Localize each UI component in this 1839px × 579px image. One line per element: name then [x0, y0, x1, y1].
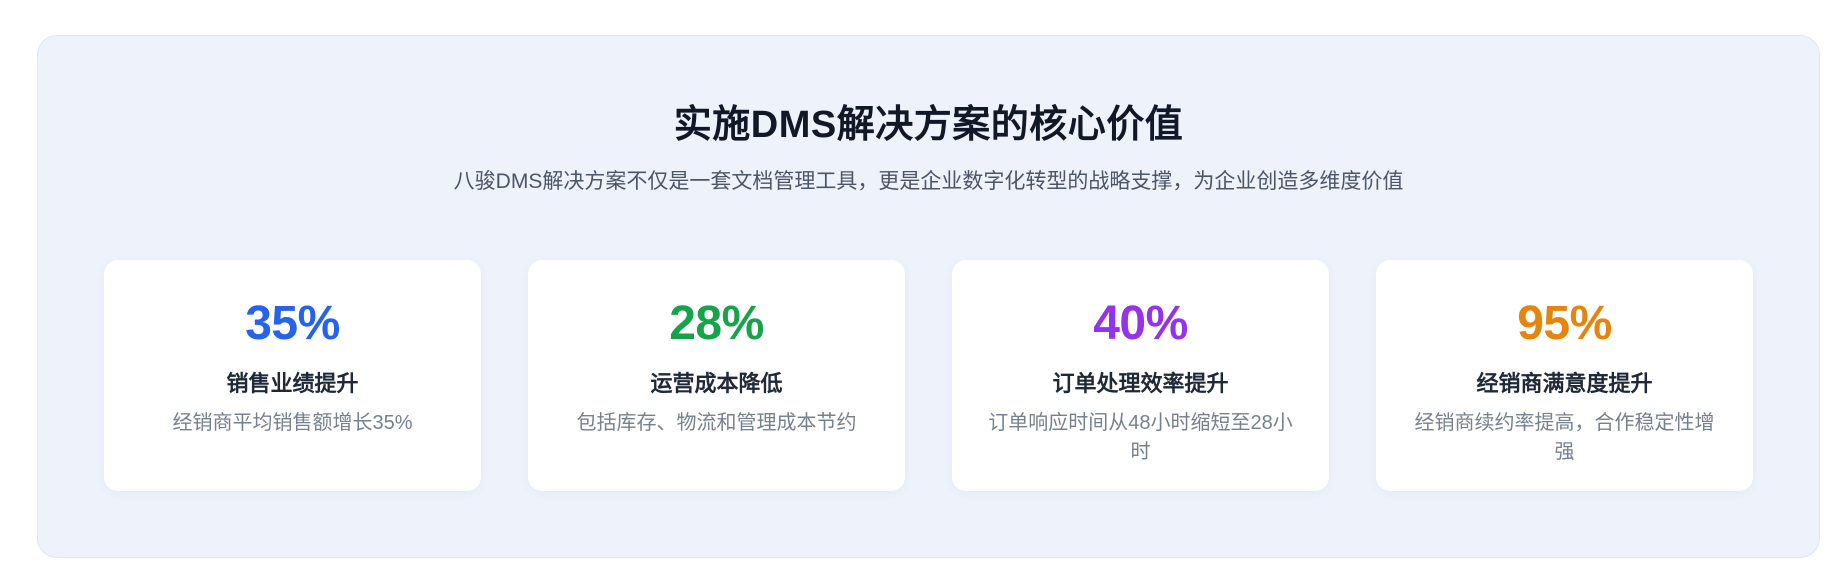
stat-card-cost: 28% 运营成本降低 包括库存、物流和管理成本节约	[528, 259, 905, 492]
stat-card-order-efficiency: 40% 订单处理效率提升 订单响应时间从48小时缩短至28小时	[952, 259, 1329, 492]
stat-description: 包括库存、物流和管理成本节约	[576, 412, 857, 435]
section-subtitle: 八骏DMS解决方案不仅是一套文档管理工具，更是企业数字化转型的战略支撑，为企业创…	[453, 169, 1404, 193]
stat-card-sales: 35% 销售业绩提升 经销商平均销售额增长35%	[104, 259, 481, 492]
section-title: 实施DMS解决方案的核心价值	[673, 104, 1184, 146]
stat-value: 35%	[245, 296, 340, 350]
stat-label: 销售业绩提升	[226, 370, 359, 396]
stat-description: 经销商平均销售额增长35%	[172, 412, 413, 435]
stat-description: 经销商续约率提高，合作稳定性增强	[1414, 412, 1715, 464]
stat-value: 40%	[1093, 296, 1188, 350]
stat-value: 28%	[669, 296, 764, 350]
stat-description: 订单响应时间从48小时缩短至28小时	[988, 412, 1293, 464]
stat-label: 订单处理效率提升	[1052, 370, 1229, 396]
core-value-section: 实施DMS解决方案的核心价值 八骏DMS解决方案不仅是一套文档管理工具，更是企业…	[37, 35, 1820, 558]
stats-row: 35% 销售业绩提升 经销商平均销售额增长35% 28% 运营成本降低 包括库存…	[104, 259, 1753, 492]
stat-label: 运营成本降低	[650, 370, 783, 396]
stat-value: 95%	[1517, 296, 1612, 350]
stat-card-satisfaction: 95% 经销商满意度提升 经销商续约率提高，合作稳定性增强	[1376, 259, 1753, 492]
stat-label: 经销商满意度提升	[1476, 370, 1653, 396]
